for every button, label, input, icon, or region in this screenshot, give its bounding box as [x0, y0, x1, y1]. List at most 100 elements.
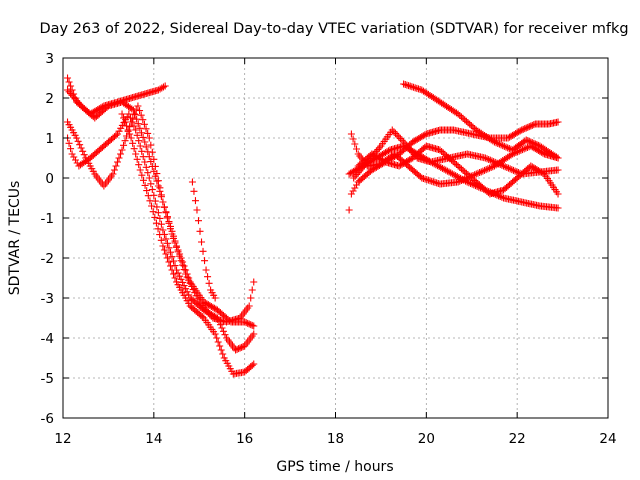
data-point	[133, 155, 141, 163]
data-point	[513, 129, 521, 137]
x-tick-label: 12	[54, 431, 71, 447]
y-tick-label: 2	[45, 91, 54, 107]
data-point	[165, 258, 173, 266]
series-sat-d	[64, 110, 258, 354]
data-point	[521, 125, 529, 133]
data-point	[400, 138, 408, 146]
data-point	[446, 155, 454, 163]
data-point	[136, 107, 144, 115]
data-point	[381, 149, 389, 157]
data-point	[504, 134, 512, 142]
data-point	[157, 191, 165, 199]
data-point	[174, 269, 182, 277]
data-point	[161, 82, 169, 90]
data-point	[484, 165, 492, 173]
data-point	[524, 123, 532, 131]
data-point	[151, 162, 159, 170]
data-point	[481, 154, 489, 162]
data-point	[196, 227, 204, 235]
x-tick-labels: 12 14 16 18 20 22 24	[54, 431, 616, 447]
data-point	[467, 179, 475, 187]
data-point	[144, 129, 152, 137]
data-point	[135, 161, 143, 169]
data-point	[145, 153, 153, 161]
data-point	[114, 158, 121, 166]
data-point	[477, 168, 485, 176]
data-point	[124, 126, 132, 134]
x-axis-label: GPS time / hours	[276, 459, 393, 475]
data-point	[396, 135, 404, 143]
data-point	[537, 168, 545, 176]
data-point	[67, 90, 75, 98]
data-point	[216, 321, 224, 329]
data-point	[67, 145, 75, 153]
data-point	[206, 310, 214, 318]
data-point	[68, 150, 76, 158]
data-point	[510, 130, 518, 138]
data-point	[416, 134, 424, 142]
data-point	[67, 82, 75, 90]
data-point	[518, 126, 526, 134]
data-point	[200, 298, 208, 306]
data-point	[501, 163, 509, 171]
data-point	[120, 114, 128, 122]
data-point	[456, 111, 464, 119]
data-point	[528, 163, 536, 171]
data-point	[209, 303, 217, 311]
data-point	[519, 125, 527, 133]
grid-lines	[63, 58, 608, 418]
data-point	[467, 174, 475, 182]
data-point	[76, 100, 84, 108]
data-point	[153, 170, 161, 178]
data-point	[233, 345, 241, 353]
data-point	[128, 118, 136, 126]
data-point	[126, 130, 134, 138]
y-tick-label: 0	[45, 171, 54, 187]
data-point	[465, 179, 473, 187]
data-point	[469, 175, 477, 183]
data-point	[466, 120, 474, 128]
data-point	[395, 162, 403, 170]
data-point	[110, 166, 118, 174]
data-point	[539, 169, 547, 177]
data-point	[147, 180, 155, 188]
data-point	[506, 133, 514, 141]
data-point	[404, 143, 412, 151]
data-point	[204, 273, 212, 281]
data-point	[134, 120, 142, 128]
data-point	[250, 322, 258, 330]
data-point	[126, 123, 134, 131]
data-point	[205, 279, 213, 287]
data-point	[380, 157, 388, 165]
data-point	[490, 138, 498, 146]
data-point	[248, 361, 256, 369]
data-point	[406, 145, 414, 153]
data-point	[459, 166, 467, 174]
data-point	[149, 208, 157, 216]
data-point	[459, 114, 467, 122]
y-axis-label: SDTVAR / TECUs	[7, 181, 23, 296]
data-point	[198, 238, 206, 246]
data-point	[398, 160, 406, 168]
data-point	[125, 110, 133, 118]
data-point	[221, 331, 229, 339]
data-point	[464, 119, 472, 127]
data-point	[511, 167, 519, 175]
data-point	[139, 133, 147, 141]
data-point	[522, 124, 530, 132]
data-point	[403, 158, 411, 166]
data-point	[554, 118, 562, 126]
data-point	[201, 257, 209, 265]
data-point	[183, 288, 191, 296]
data-point	[502, 143, 510, 151]
data-point	[163, 239, 171, 247]
data-point	[353, 170, 361, 178]
data-point	[173, 242, 181, 250]
data-point	[117, 150, 125, 158]
y-tick-label: -1	[41, 211, 54, 227]
data-point	[509, 166, 517, 174]
data-point	[368, 150, 376, 158]
data-point	[474, 169, 482, 177]
data-point	[523, 143, 531, 151]
data-point	[139, 116, 147, 124]
